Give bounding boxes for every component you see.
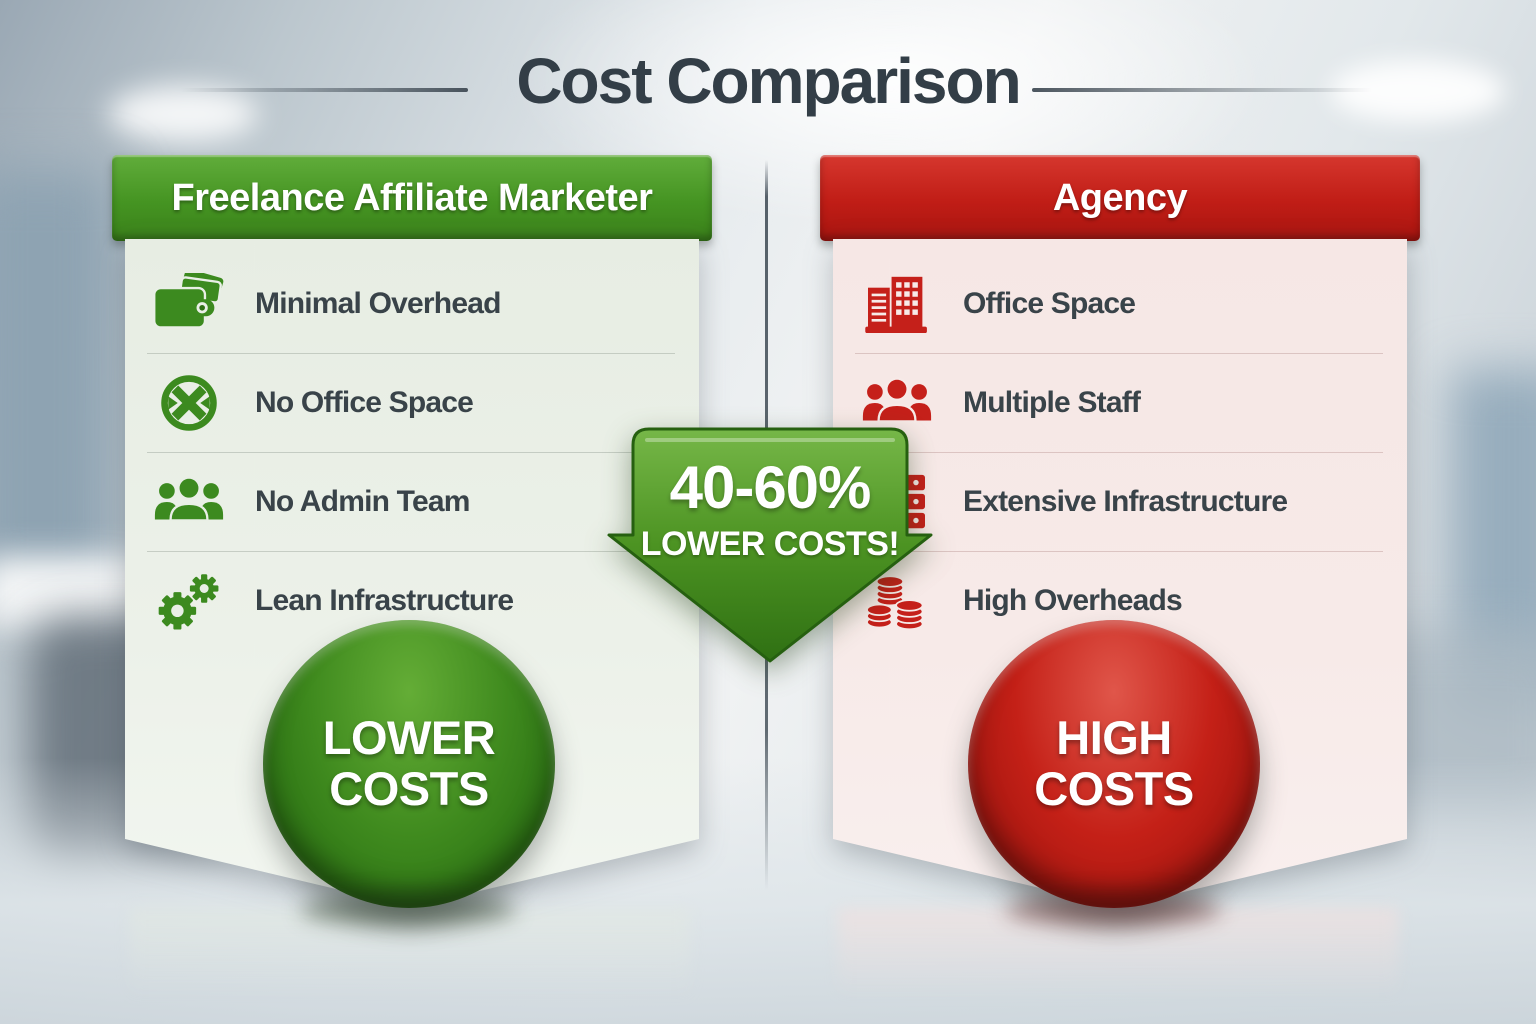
badge-line-1: LOWER xyxy=(322,711,496,765)
list-item: Office Space xyxy=(855,255,1383,354)
page-title: Cost Comparison xyxy=(516,45,1021,117)
background-window-left xyxy=(0,170,116,590)
freelancer-panel: Freelance Affiliate Marketer Minimal Ove… xyxy=(112,155,712,915)
savings-arrow: 40-60% LOWER COSTS! xyxy=(605,421,935,667)
freelancer-item-list: Minimal Overhead No Office Space No Admi… xyxy=(125,239,699,650)
list-item-label: High Overheads xyxy=(963,584,1182,617)
badge-line-2: COSTS xyxy=(1034,762,1194,815)
badge-shadow-right xyxy=(1005,893,1221,927)
list-item-label: Extensive Infrastructure xyxy=(963,485,1288,518)
badge-line-2: COSTS xyxy=(329,762,489,815)
down-arrow-icon xyxy=(605,427,935,671)
list-item-label: No Office Space xyxy=(255,386,474,419)
office-building-icon xyxy=(855,275,939,333)
list-item: No Admin Team xyxy=(147,453,675,552)
agency-panel-header: Agency xyxy=(820,155,1420,241)
list-item: Lean Infrastructure xyxy=(147,552,675,650)
savings-caption-text: LOWER COSTS! xyxy=(640,525,900,563)
list-item: High Overheads xyxy=(855,552,1383,650)
freelancer-panel-header: Freelance Affiliate Marketer xyxy=(112,155,712,241)
savings-percent-text: 40-60% xyxy=(669,454,872,521)
list-item-label: Multiple Staff xyxy=(963,386,1141,419)
wallet-icon xyxy=(147,273,231,335)
agency-panel: Agency Office Space Multiple Staff Exten… xyxy=(820,155,1420,915)
list-item: Multiple Staff xyxy=(855,354,1383,453)
multiple-staff-icon xyxy=(855,376,939,430)
no-admin-team-icon xyxy=(147,475,231,529)
ceiling-light-left xyxy=(108,86,258,142)
list-item: No Office Space xyxy=(147,354,675,453)
list-item-label: Lean Infrastructure xyxy=(255,584,514,617)
list-item-label: Minimal Overhead xyxy=(255,287,501,320)
lower-costs-badge: LOWER COSTS xyxy=(263,620,555,908)
high-costs-badge: HIGH COSTS xyxy=(968,620,1260,908)
title-dash-left xyxy=(180,88,468,92)
no-office-icon xyxy=(147,371,231,435)
list-item-label: Office Space xyxy=(963,287,1136,320)
badge-shadow-left xyxy=(300,893,516,927)
list-item-label: No Admin Team xyxy=(255,485,470,518)
gears-icon xyxy=(147,570,231,632)
badge-line-1: HIGH xyxy=(1056,711,1172,765)
panel-reflection-left xyxy=(130,908,690,998)
list-item: Minimal Overhead xyxy=(147,255,675,354)
coin-stacks-icon xyxy=(855,571,939,631)
panel-reflection-right xyxy=(838,908,1398,998)
title-dash-right xyxy=(1032,88,1372,92)
